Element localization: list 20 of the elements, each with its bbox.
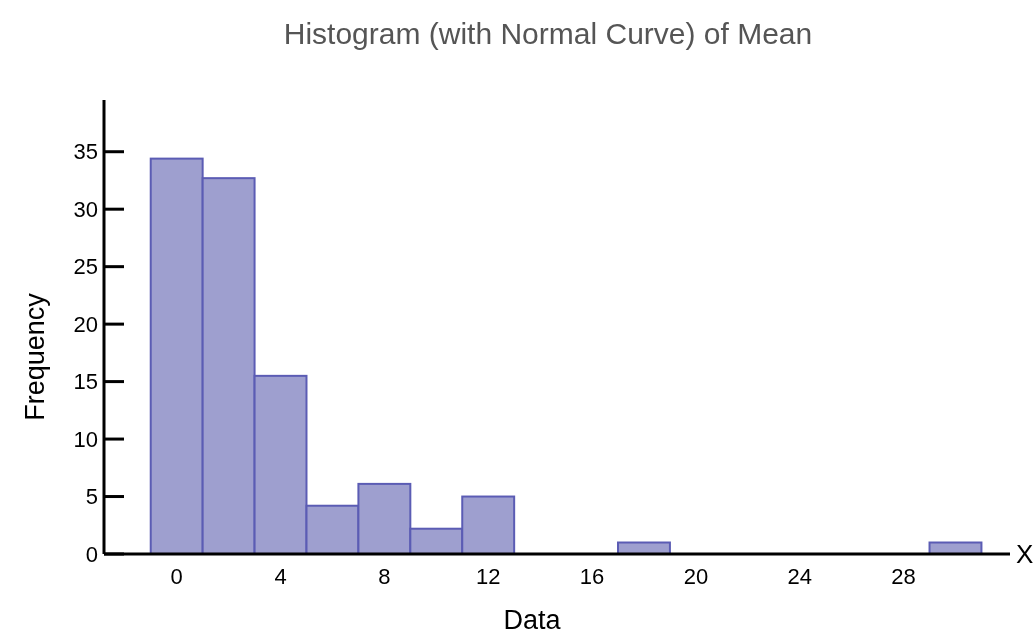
y-tick-label: 20 bbox=[73, 311, 98, 337]
x-tick-label: 28 bbox=[891, 564, 916, 589]
x-tick-label: 16 bbox=[579, 564, 605, 589]
y-tick-label: 10 bbox=[73, 426, 98, 452]
y-tick-label: 15 bbox=[73, 369, 98, 395]
x-tick-label: 20 bbox=[683, 564, 709, 589]
x-axis-title: Data bbox=[503, 605, 562, 635]
x-tick-label: 12 bbox=[475, 564, 501, 589]
y-tick-label: 5 bbox=[85, 484, 98, 510]
x-tick-label: 4 bbox=[274, 564, 287, 589]
x-tick-label: 24 bbox=[787, 564, 812, 589]
x-tick-label: 8 bbox=[378, 564, 391, 589]
text: X bbox=[1016, 539, 1034, 570]
y-tick-label: 35 bbox=[73, 139, 98, 165]
y-tick-label: 30 bbox=[73, 196, 98, 222]
y-axis-title: Frequency bbox=[20, 292, 50, 421]
chart-title: Histogram (with Normal Curve) of Mean bbox=[283, 17, 813, 50]
y-tick-label: 25 bbox=[73, 254, 98, 280]
x-tick-label: 0 bbox=[170, 564, 183, 589]
y-tick-label: 0 bbox=[85, 541, 98, 567]
